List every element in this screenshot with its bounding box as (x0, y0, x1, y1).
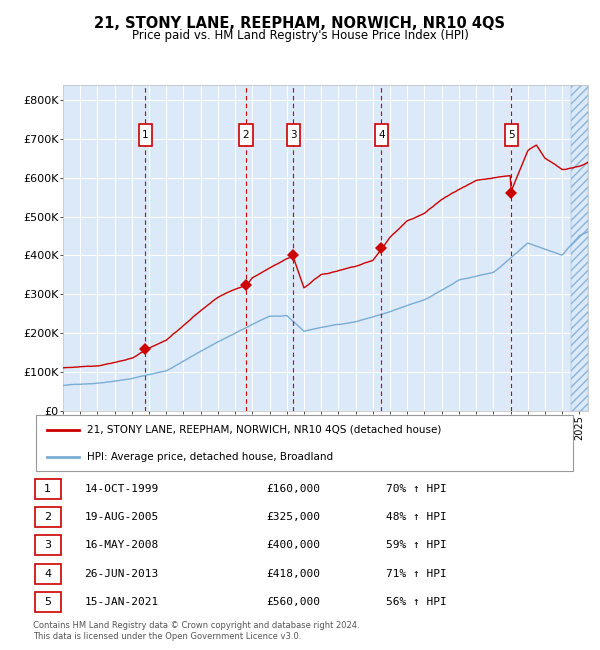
Text: 56% ↑ HPI: 56% ↑ HPI (386, 597, 446, 607)
Text: 3: 3 (44, 540, 51, 551)
Text: 19-AUG-2005: 19-AUG-2005 (85, 512, 159, 522)
FancyBboxPatch shape (35, 564, 61, 584)
Text: 71% ↑ HPI: 71% ↑ HPI (386, 569, 446, 578)
Text: £325,000: £325,000 (266, 512, 320, 522)
FancyBboxPatch shape (35, 536, 61, 555)
Text: 2: 2 (44, 512, 51, 522)
FancyBboxPatch shape (375, 124, 388, 146)
Polygon shape (571, 84, 588, 411)
FancyBboxPatch shape (139, 124, 152, 146)
Text: 4: 4 (378, 130, 385, 140)
Text: 1: 1 (44, 484, 51, 493)
Text: 5: 5 (44, 597, 51, 607)
FancyBboxPatch shape (239, 124, 253, 146)
FancyBboxPatch shape (287, 124, 299, 146)
Text: £418,000: £418,000 (266, 569, 320, 578)
Text: HPI: Average price, detached house, Broadland: HPI: Average price, detached house, Broa… (88, 452, 334, 462)
Text: 26-JUN-2013: 26-JUN-2013 (85, 569, 159, 578)
Text: 5: 5 (508, 130, 515, 140)
Text: Price paid vs. HM Land Registry's House Price Index (HPI): Price paid vs. HM Land Registry's House … (131, 29, 469, 42)
Text: 48% ↑ HPI: 48% ↑ HPI (386, 512, 446, 522)
Text: 1: 1 (142, 130, 149, 140)
Text: This data is licensed under the Open Government Licence v3.0.: This data is licensed under the Open Gov… (33, 632, 301, 641)
Text: 14-OCT-1999: 14-OCT-1999 (85, 484, 159, 493)
FancyBboxPatch shape (36, 415, 573, 471)
Text: 21, STONY LANE, REEPHAM, NORWICH, NR10 4QS (detached house): 21, STONY LANE, REEPHAM, NORWICH, NR10 4… (88, 424, 442, 435)
Text: Contains HM Land Registry data © Crown copyright and database right 2024.: Contains HM Land Registry data © Crown c… (33, 621, 359, 630)
FancyBboxPatch shape (505, 124, 518, 146)
Text: 15-JAN-2021: 15-JAN-2021 (85, 597, 159, 607)
Text: 4: 4 (44, 569, 51, 578)
Text: £160,000: £160,000 (266, 484, 320, 493)
Text: £400,000: £400,000 (266, 540, 320, 551)
Text: £560,000: £560,000 (266, 597, 320, 607)
FancyBboxPatch shape (35, 507, 61, 527)
Text: 70% ↑ HPI: 70% ↑ HPI (386, 484, 446, 493)
Text: 59% ↑ HPI: 59% ↑ HPI (386, 540, 446, 551)
Text: 21, STONY LANE, REEPHAM, NORWICH, NR10 4QS: 21, STONY LANE, REEPHAM, NORWICH, NR10 4… (95, 16, 505, 31)
Text: 2: 2 (242, 130, 249, 140)
FancyBboxPatch shape (35, 479, 61, 499)
FancyBboxPatch shape (35, 592, 61, 612)
Text: 16-MAY-2008: 16-MAY-2008 (85, 540, 159, 551)
Text: 3: 3 (290, 130, 296, 140)
